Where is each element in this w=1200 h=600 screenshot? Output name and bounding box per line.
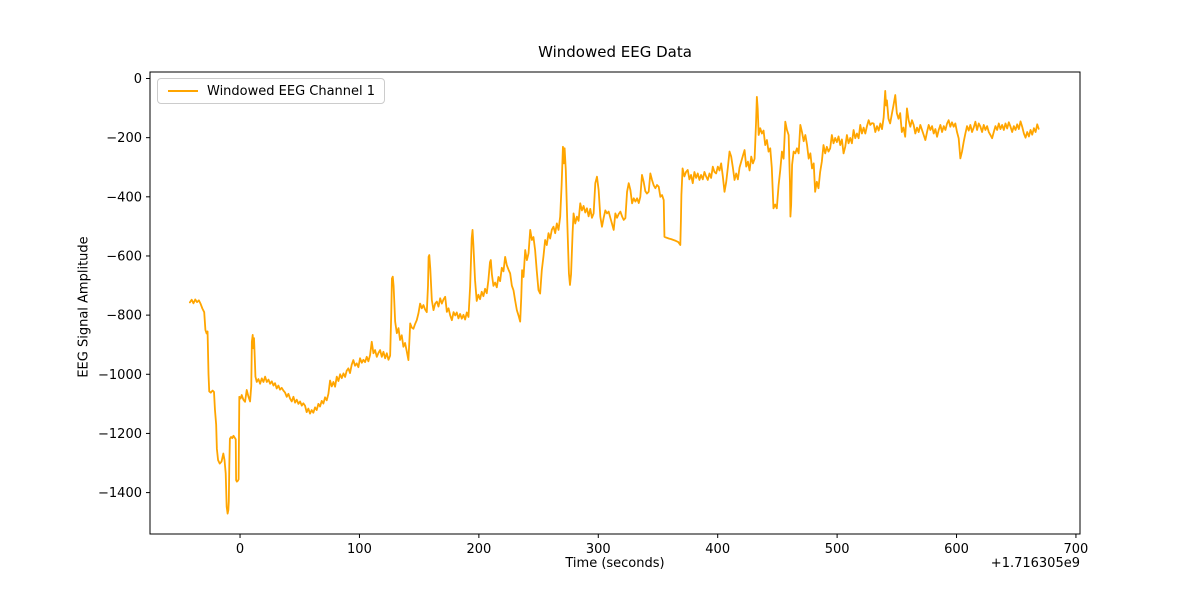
- legend-label: Windowed EEG Channel 1: [207, 83, 376, 99]
- x-tick-label: 200: [466, 542, 491, 557]
- y-tick-label: −600: [106, 249, 142, 264]
- x-tick-label: 400: [705, 542, 730, 557]
- x-tick-label: 600: [944, 542, 969, 557]
- x-tick-label: 0: [236, 542, 244, 557]
- y-tick-label: −800: [106, 309, 142, 324]
- legend-line-sample-icon: [168, 90, 198, 92]
- x-tick-label: 700: [1064, 542, 1089, 557]
- x-tick-label: 300: [586, 542, 611, 557]
- x-axis-offset-text: +1.716305e9: [990, 556, 1080, 571]
- eeg-signal-line: [188, 90, 1040, 515]
- y-tick-label: −400: [106, 190, 142, 205]
- chart-title: Windowed EEG Data: [538, 43, 692, 61]
- y-tick-label: −1200: [98, 427, 142, 442]
- y-tick-label: −1000: [98, 368, 142, 383]
- x-tick-label: 100: [347, 542, 372, 557]
- axes-frame: [149, 71, 1081, 535]
- y-tick-label: −200: [106, 131, 142, 146]
- y-tick-label: −1400: [98, 486, 142, 501]
- x-tick-label: 500: [825, 542, 850, 557]
- y-axis-label: EEG Signal Amplitude: [76, 236, 92, 378]
- x-axis-label: Time (seconds): [565, 556, 665, 571]
- y-tick-label: 0: [134, 72, 142, 87]
- legend: Windowed EEG Channel 1: [157, 78, 386, 104]
